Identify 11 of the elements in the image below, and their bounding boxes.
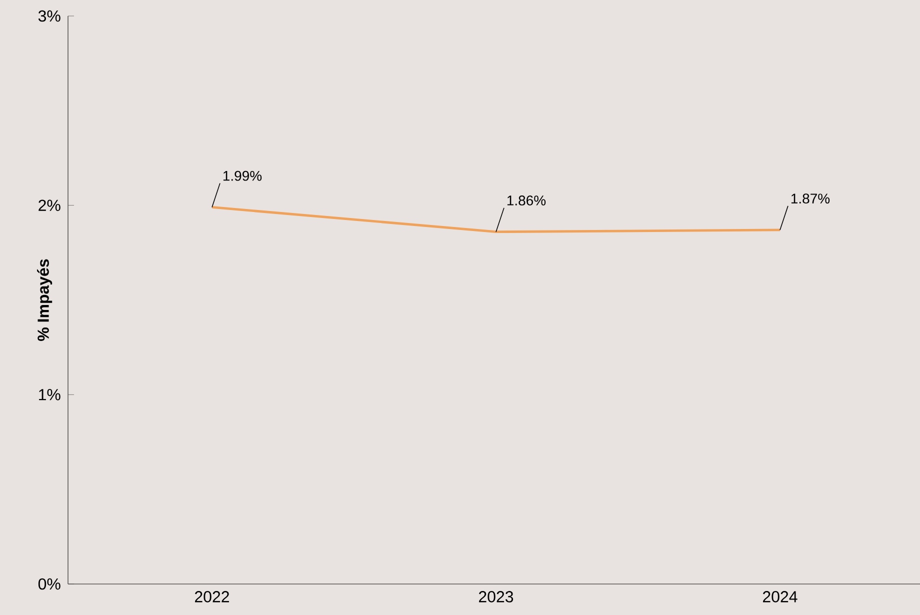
y-tick-label: 2% <box>38 200 60 211</box>
x-tick-label: 2022 <box>195 591 229 602</box>
y-tick-label: 0% <box>38 578 60 590</box>
data-label: 1.86% <box>507 196 546 206</box>
y-tick-label: 3% <box>38 10 60 22</box>
data-label: 1.87% <box>791 194 830 204</box>
y-axis-title: % Impayés <box>37 259 52 341</box>
x-tick-label: 2023 <box>479 591 514 602</box>
data-label: 1.99% <box>223 170 262 181</box>
y-tick-label: 1% <box>39 389 60 400</box>
x-tick-label: 2024 <box>763 591 798 602</box>
